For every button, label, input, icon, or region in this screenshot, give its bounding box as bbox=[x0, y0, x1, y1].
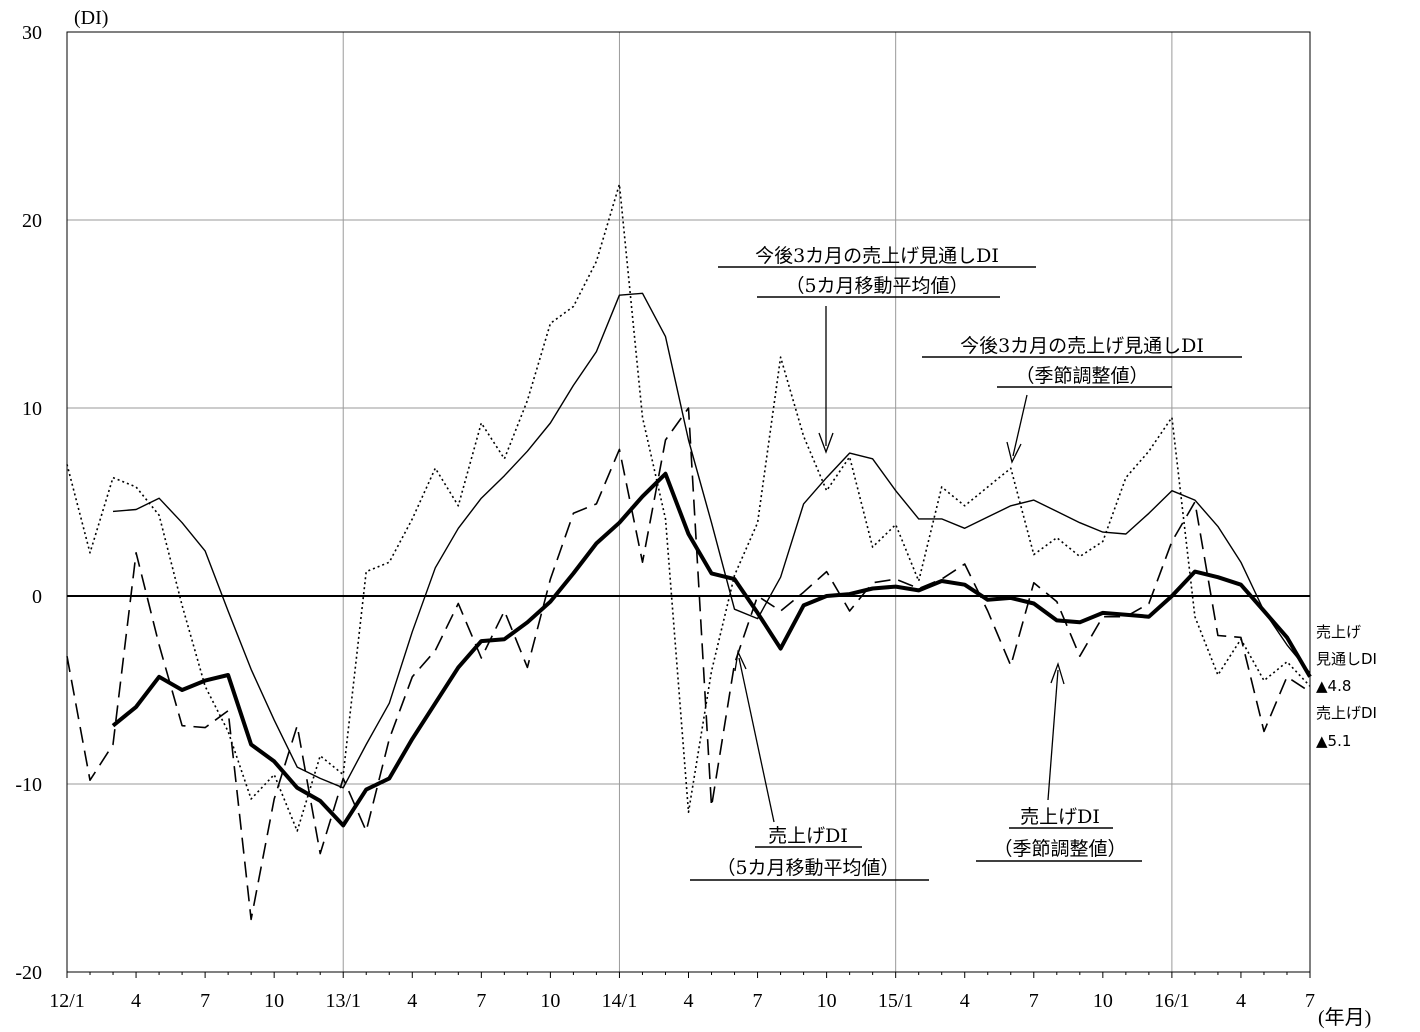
end-label-sales-value: ▲5.1 bbox=[1316, 732, 1351, 750]
end-label-outlook-line1: 売上げ bbox=[1316, 623, 1361, 641]
y-tick-label: 0 bbox=[32, 586, 42, 608]
x-tick-label: 16/1 bbox=[1154, 990, 1190, 1012]
y-tick-label: 10 bbox=[22, 398, 42, 420]
sales-seasonal-label-line1: 売上げDI bbox=[1020, 806, 1100, 828]
outlook-seasonal-label-line1: 今後3カ月の売上げ見通しDI bbox=[960, 335, 1204, 357]
series-outlook-ma5 bbox=[112, 292, 1311, 789]
sales-ma5-label-line2: （5カ月移動平均値） bbox=[716, 857, 899, 879]
x-tick-label: 12/1 bbox=[49, 990, 85, 1012]
x-tick-label: 7 bbox=[753, 990, 763, 1012]
y-unit-label: (DI) bbox=[74, 7, 108, 29]
y-axis-tick-labels: 30 20 10 0 -10 -20 bbox=[15, 22, 42, 984]
outlook-seasonal-arrowhead bbox=[1006, 441, 1022, 464]
x-tick-label: 4 bbox=[684, 990, 694, 1012]
plot-frame bbox=[66, 31, 1311, 973]
outlook-seasonal-label-line2: （季節調整値） bbox=[1015, 365, 1148, 387]
series-lines bbox=[66, 183, 1312, 921]
x-tick-label: 7 bbox=[476, 990, 486, 1012]
x-tick-label: 4 bbox=[960, 990, 970, 1012]
x-tick-label: 7 bbox=[1305, 990, 1315, 1012]
y-tick-label: -10 bbox=[15, 774, 42, 796]
outlook-seasonal-arrow bbox=[1012, 394, 1028, 457]
x-unit-label: (年月) bbox=[1318, 1006, 1371, 1029]
x-tick-label: 13/1 bbox=[325, 990, 361, 1012]
sales-seasonal-arrow bbox=[1047, 669, 1059, 801]
outlook-ma5-label-line2: （5カ月移動平均値） bbox=[785, 275, 968, 297]
x-tick-label: 15/1 bbox=[878, 990, 914, 1012]
sales-ma5-label-line1: 売上げDI bbox=[768, 825, 848, 847]
x-tick-label: 7 bbox=[200, 990, 210, 1012]
x-tick-label: 14/1 bbox=[602, 990, 638, 1012]
end-label-outlook-line2: 見通しDI bbox=[1316, 650, 1377, 668]
x-axis-tick-labels: 12/1 4 7 10 13/1 4 7 10 14/1 4 7 10 15/1 4 7 10 16/1 4 7 bbox=[49, 972, 1315, 1012]
sales-ma5-arrowhead bbox=[734, 649, 747, 672]
series-outlook-seasonal bbox=[66, 183, 1311, 832]
series-sales-ma5 bbox=[111, 471, 1312, 828]
y-tick-label: -20 bbox=[15, 962, 42, 984]
y-tick-label: 20 bbox=[22, 210, 42, 232]
x-tick-label: 10 bbox=[264, 990, 284, 1012]
end-label-outlook-value: ▲4.8 bbox=[1316, 677, 1351, 695]
x-tick-label: 4 bbox=[1236, 990, 1246, 1012]
x-tick-label: 7 bbox=[1029, 990, 1039, 1012]
y-tick-label: 30 bbox=[22, 22, 42, 44]
x-tick-label: 10 bbox=[540, 990, 560, 1012]
series-sales-seasonal bbox=[66, 407, 1311, 921]
x-tick-label: 4 bbox=[407, 990, 417, 1012]
sales-ma5-arrow bbox=[738, 657, 775, 823]
sales-seasonal-label-line2: （季節調整値） bbox=[993, 838, 1126, 860]
outlook-ma5-label-line1: 今後3カ月の売上げ見通しDI bbox=[755, 245, 999, 267]
x-tick-label: 10 bbox=[1093, 990, 1113, 1012]
outlook-ma5-arrowhead bbox=[818, 432, 834, 454]
sales-seasonal-arrowhead bbox=[1050, 661, 1065, 685]
x-tick-label: 10 bbox=[817, 990, 837, 1012]
grid bbox=[67, 31, 1310, 972]
x-tick-label: 4 bbox=[131, 990, 141, 1012]
end-label-sales-line1: 売上げDI bbox=[1316, 704, 1377, 722]
